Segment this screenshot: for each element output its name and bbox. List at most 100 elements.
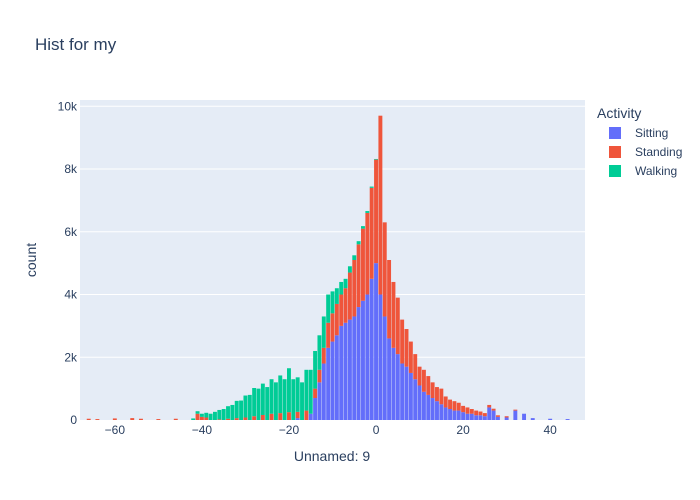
bar-sitting [478, 415, 483, 420]
bar-walking [260, 383, 265, 415]
bar-standing [452, 401, 457, 411]
bar-sitting [491, 410, 496, 420]
bar-sitting [313, 398, 318, 420]
bar-walking [278, 375, 283, 414]
x-tick-label: 0 [373, 423, 380, 437]
bar-walking [208, 413, 213, 420]
bar-walking [221, 409, 226, 420]
bar-sitting [374, 263, 378, 420]
bar-walking [204, 412, 209, 418]
bar-standing [408, 341, 413, 373]
bar-standing [430, 382, 435, 399]
bar-sitting [317, 382, 322, 420]
bar-standing [252, 416, 257, 420]
bar-standing [138, 418, 143, 420]
bar-sitting [435, 401, 439, 420]
bar-standing [204, 417, 209, 420]
y-tick-label: 4k [64, 288, 78, 302]
bar-standing [448, 399, 453, 410]
legend-label-standing: Standing [635, 145, 682, 159]
bar-standing [112, 418, 117, 420]
bar-walking [330, 291, 335, 314]
x-tick-label: −60 [105, 423, 126, 437]
bar-sitting [326, 347, 331, 420]
bar-walking [191, 418, 196, 420]
bar-walking [304, 369, 309, 411]
bar-standing [474, 410, 479, 416]
bar-sitting [404, 366, 409, 420]
bar-sitting [548, 418, 553, 420]
bar-sitting [352, 316, 357, 420]
bar-walking [230, 404, 235, 420]
bar-standing [295, 411, 300, 419]
legend-items: Sitting Standing Walking [609, 126, 682, 178]
y-axis-title: count [23, 243, 39, 277]
bar-walking [295, 377, 300, 412]
bar-sitting [395, 354, 400, 420]
y-tick-label: 8k [64, 162, 78, 176]
bar-walking [217, 409, 222, 420]
bar-standing [382, 222, 387, 317]
bar-sitting [413, 379, 418, 420]
bar-sitting [421, 391, 426, 420]
bar-standing [95, 419, 100, 420]
bar-sitting [417, 385, 422, 420]
bar-sitting [334, 335, 339, 420]
bar-walking [339, 281, 344, 295]
bar-standing [326, 322, 331, 348]
bar-sitting [339, 325, 344, 420]
bar-sitting [487, 407, 492, 420]
x-tick-label: 40 [543, 423, 557, 437]
bar-walking [343, 278, 348, 289]
bar-standing [461, 405, 466, 413]
bar-standing [387, 260, 392, 339]
bar-standing [86, 418, 91, 420]
bar-walking [365, 211, 370, 213]
bar-standing [195, 413, 200, 420]
x-tick-label: 20 [456, 423, 470, 437]
bar-standing [487, 404, 492, 408]
bar-sitting [565, 419, 570, 420]
bar-walking [265, 387, 270, 420]
bar-standing [334, 303, 339, 336]
y-tick-label: 6k [64, 225, 78, 239]
bar-sitting [430, 398, 435, 420]
bar-sitting [530, 418, 535, 420]
bar-standing [417, 366, 422, 386]
bar-standing [352, 260, 357, 317]
x-tick-label: −20 [279, 423, 300, 437]
bar-standing [365, 212, 370, 295]
bar-walking [347, 266, 352, 273]
bars [86, 115, 570, 420]
bar-standing [361, 228, 365, 301]
bar-standing [478, 411, 483, 416]
legend: Activity Sitting Standing Walking [597, 105, 682, 178]
bar-standing [374, 159, 378, 264]
bar-sitting [504, 417, 509, 420]
bar-walking [247, 394, 252, 420]
bar-standing [504, 416, 509, 418]
bar-sitting [408, 372, 413, 420]
bar-walking [239, 400, 244, 420]
bar-standing [130, 418, 135, 420]
bar-standing [156, 419, 161, 420]
bar-sitting [391, 347, 396, 420]
bar-sitting [452, 410, 457, 420]
bar-standing [369, 187, 374, 279]
bar-sitting [330, 341, 335, 420]
bar-sitting [443, 407, 448, 420]
bar-sitting [347, 319, 352, 420]
x-axis-title: Unnamed: 9 [294, 448, 370, 464]
bar-sitting [382, 316, 387, 420]
bar-standing [456, 402, 461, 411]
legend-swatch-standing [609, 146, 621, 158]
bar-standing [199, 416, 204, 420]
bar-sitting [343, 322, 348, 420]
bar-sitting [321, 363, 326, 420]
bar-standing [426, 376, 431, 395]
bar-standing [278, 413, 283, 420]
bar-standing [491, 408, 496, 411]
bar-walking [326, 294, 331, 323]
bar-walking [252, 388, 257, 417]
